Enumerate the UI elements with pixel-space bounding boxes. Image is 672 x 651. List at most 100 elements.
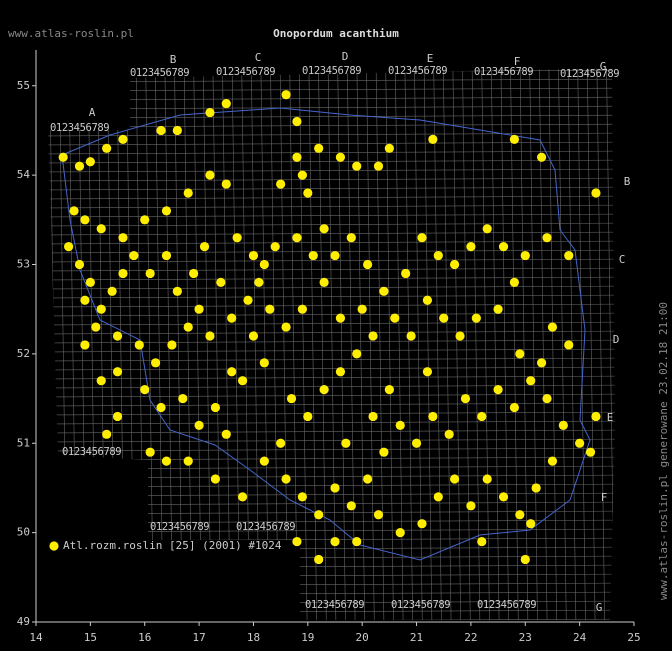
occurrence-dot — [363, 259, 373, 270]
occurrence-dot — [319, 277, 329, 287]
occurrence-dot — [270, 242, 280, 252]
occurrence-dot — [112, 331, 123, 341]
occurrence-dot — [303, 188, 313, 198]
occurrence-dot — [286, 393, 297, 404]
occurrence-dot — [509, 134, 519, 144]
occurrence-dot — [178, 393, 188, 404]
grid-line — [500, 68, 510, 620]
grid-line — [48, 501, 615, 506]
grid-line — [48, 186, 615, 191]
occurrence-dot — [395, 528, 405, 538]
occurrence-dot — [352, 161, 362, 171]
occurrence-dot — [156, 402, 166, 413]
grid-line — [48, 555, 615, 560]
grid-line — [260, 68, 270, 620]
occurrence-dot — [330, 250, 340, 261]
occurrence-dot — [64, 242, 74, 252]
grid-line — [48, 141, 615, 146]
grid-line — [481, 68, 490, 620]
grid-letter: B — [624, 175, 631, 188]
grid-digits: 0123456789 — [305, 599, 364, 611]
grid-letter: A — [89, 106, 96, 119]
grid-line — [48, 357, 615, 362]
occurrence-dot — [194, 304, 204, 314]
grid-line — [48, 393, 615, 398]
occurrence-dot — [107, 286, 117, 296]
grid-letter: C — [619, 253, 626, 266]
grid-line — [202, 68, 212, 620]
occurrence-dot — [379, 286, 389, 296]
grid-digits: 0123456789 — [560, 68, 619, 80]
grid-line — [48, 258, 615, 263]
occurrence-dot — [96, 376, 106, 386]
occurrence-dot — [363, 474, 373, 484]
grid-line — [423, 68, 433, 620]
y-tick-label: 49 — [17, 615, 30, 628]
grid-letter: C — [255, 51, 262, 64]
occurrence-dot — [444, 429, 454, 439]
occurrence-dot — [292, 233, 302, 243]
occurrence-dot — [417, 519, 427, 529]
grid-line — [626, 60, 634, 630]
country-border — [61, 107, 591, 561]
occurrence-dot — [156, 125, 166, 136]
occurrence-dot — [243, 295, 253, 305]
occurrence-dot — [276, 438, 286, 448]
grid-line — [48, 276, 615, 281]
occurrence-dot — [542, 393, 552, 404]
occurrence-dot — [460, 393, 471, 404]
occurrence-dot — [520, 250, 530, 261]
grid-line — [452, 68, 462, 620]
occurrence-dot — [85, 277, 95, 287]
occurrence-dot — [205, 107, 215, 118]
grid-line — [48, 510, 615, 515]
grid-line — [48, 204, 615, 209]
occurrence-dot — [134, 340, 144, 350]
occurrence-dot — [428, 134, 438, 144]
occurrence-dot — [477, 411, 487, 422]
occurrence-dot — [406, 331, 416, 341]
occurrence-dot — [352, 349, 362, 359]
occurrence-dot — [276, 179, 286, 189]
y-tick-label: 53 — [17, 258, 30, 271]
grid-line — [366, 68, 375, 620]
grid-line — [346, 68, 356, 620]
occurrence-dot — [509, 277, 519, 287]
grid-line — [48, 330, 615, 335]
occurrence-dot — [319, 385, 329, 395]
occurrence-dot — [493, 304, 503, 314]
occurrence-dot — [167, 340, 177, 350]
occurrence-dot — [118, 233, 128, 243]
occurrence-dot — [69, 206, 79, 216]
grid-line — [48, 483, 615, 488]
grid-line — [48, 78, 615, 83]
grid-digits: 0123456789 — [474, 66, 533, 78]
y-tick-label: 51 — [17, 436, 30, 449]
x-tick-label: 15 — [84, 631, 97, 644]
grid-line — [145, 68, 154, 620]
occurrence-dot — [373, 161, 384, 171]
x-tick-label: 25 — [627, 631, 640, 644]
occurrence-dot — [526, 376, 536, 386]
occurrence-dot — [74, 259, 85, 270]
occurrence-dot — [471, 313, 481, 323]
occurrence-dot — [194, 420, 204, 430]
occurrence-dot — [205, 331, 215, 341]
grid-line — [183, 68, 193, 620]
grid-line — [510, 68, 519, 620]
x-tick-label: 17 — [192, 631, 205, 644]
occurrence-dot — [542, 233, 552, 243]
occurrence-dot — [265, 304, 275, 314]
occurrence-dot — [281, 322, 291, 332]
occurrence-dot — [172, 286, 182, 296]
occurrence-dot — [341, 438, 351, 448]
occurrence-dot — [259, 456, 269, 466]
occurrence-dot — [227, 313, 237, 323]
grid-line — [48, 384, 615, 389]
grid-digits: 0123456789 — [130, 67, 189, 79]
occurrence-dot — [297, 304, 307, 314]
grid-line — [442, 68, 452, 620]
occurrence-dot — [145, 268, 155, 279]
x-tick-label: 23 — [519, 631, 532, 644]
